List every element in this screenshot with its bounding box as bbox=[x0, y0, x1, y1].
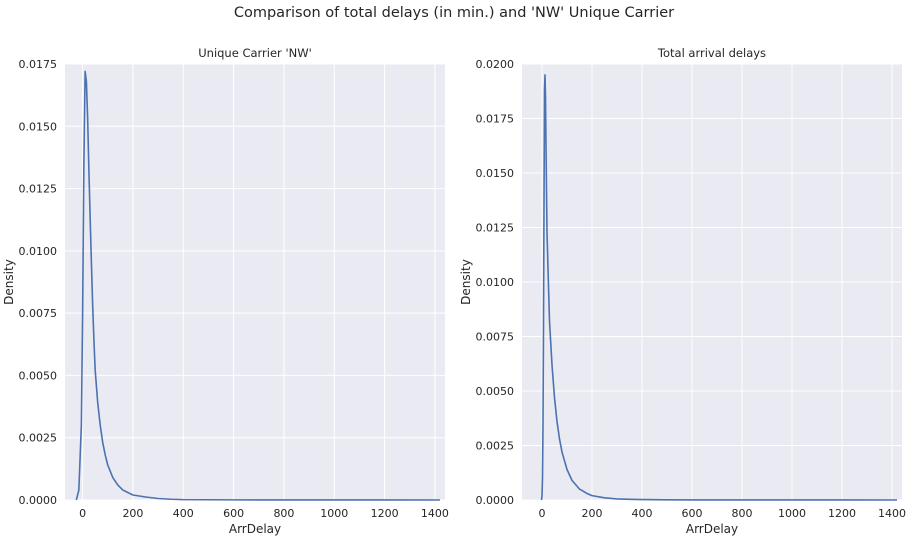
x-tick-label: 1000 bbox=[320, 507, 348, 520]
x-tick-label: 800 bbox=[732, 507, 753, 520]
y-tick-label: 0.0125 bbox=[19, 183, 58, 196]
chart-title: Total arrival delays bbox=[657, 46, 766, 60]
y-tick-labels: 0.0000 0.0025 0.0050 0.0075 0.0100 0.0125 0.01… bbox=[476, 58, 515, 507]
y-tick-labels: 0.0000 0.0025 0.0050 0.0075 0.0100 0.0125 0.01… bbox=[19, 58, 58, 507]
x-tick-label: 200 bbox=[582, 507, 603, 520]
plot-area bbox=[65, 64, 445, 500]
density-line bbox=[75, 70, 440, 501]
y-tick-label: 0.0175 bbox=[19, 58, 58, 71]
chart-panel-left: 0 200 400 600 800 1000 1200 1400 0.00000.00250.… bbox=[2, 46, 449, 536]
x-tick-label: 800 bbox=[273, 507, 294, 520]
y-tick-label: 0.0150 bbox=[19, 120, 58, 133]
y-tick-label: 0.0200 bbox=[476, 58, 515, 71]
figure-suptitle: Comparison of total delays (in min.) and… bbox=[233, 5, 675, 21]
y-tick-label: 0.0000 bbox=[476, 494, 515, 507]
y-tick-label: 0.0025 bbox=[476, 440, 515, 453]
y-tick-label: 0.0050 bbox=[476, 385, 515, 398]
x-axis-label: ArrDelay bbox=[686, 522, 738, 536]
y-tick-label: 0.0075 bbox=[19, 307, 58, 320]
y-tick-label: 0.0125 bbox=[476, 222, 515, 235]
x-tick-labels: 0 200 400 600 800 1000 1200 1400 bbox=[79, 507, 449, 520]
x-tick-label: 0 bbox=[539, 507, 546, 520]
x-tick-label: 1400 bbox=[421, 507, 449, 520]
chart-title: Unique Carrier 'NW' bbox=[198, 46, 312, 60]
y-axis-label: Density bbox=[459, 259, 473, 305]
y-tick-label: 0.0075 bbox=[476, 331, 515, 344]
x-tick-label: 0 bbox=[79, 507, 86, 520]
y-tick-label: 0.0150 bbox=[476, 167, 515, 180]
x-axis-label: ArrDelay bbox=[229, 522, 281, 536]
density-line bbox=[540, 74, 898, 501]
y-tick-label: 0.0100 bbox=[19, 245, 58, 258]
x-tick-label: 600 bbox=[682, 507, 703, 520]
x-tick-label: 200 bbox=[122, 507, 143, 520]
x-tick-label: 1200 bbox=[371, 507, 399, 520]
y-axis-label: Density bbox=[2, 259, 16, 305]
chart-panel-right: 0 200 400 600 800 1000 1200 1400 0.00000.00250.… bbox=[459, 46, 906, 536]
x-tick-label: 400 bbox=[632, 507, 653, 520]
x-tick-labels: 0 200 400 600 800 1000 1200 1400 bbox=[539, 507, 907, 520]
y-tick-label: 0.0050 bbox=[19, 369, 58, 382]
y-tick-label: 0.0175 bbox=[476, 113, 515, 126]
y-tick-label: 0.0025 bbox=[19, 432, 58, 445]
y-tick-label: 0.0000 bbox=[19, 494, 58, 507]
x-tick-label: 1000 bbox=[778, 507, 806, 520]
x-tick-label: 600 bbox=[223, 507, 244, 520]
x-tick-label: 400 bbox=[173, 507, 194, 520]
x-tick-label: 1400 bbox=[878, 507, 906, 520]
x-tick-label: 1200 bbox=[828, 507, 856, 520]
y-tick-label: 0.0100 bbox=[476, 276, 515, 289]
